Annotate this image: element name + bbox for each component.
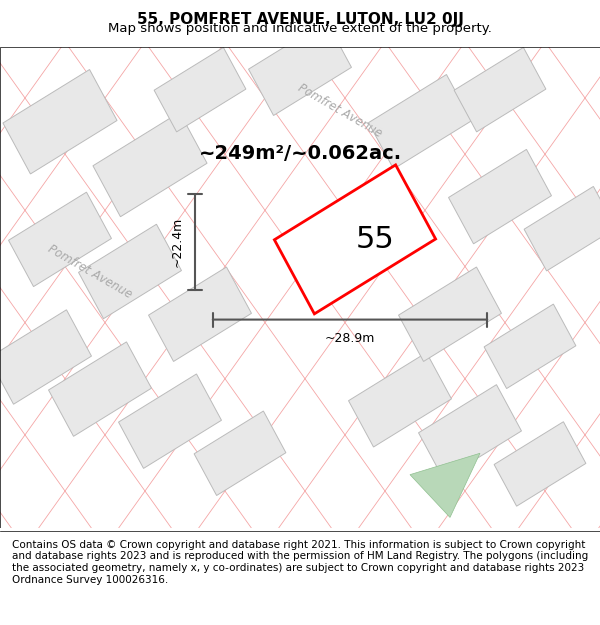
Polygon shape (119, 374, 221, 468)
Polygon shape (8, 192, 112, 287)
Polygon shape (274, 165, 436, 314)
Polygon shape (194, 411, 286, 496)
Text: ~22.4m: ~22.4m (170, 217, 184, 267)
Polygon shape (454, 48, 546, 132)
Text: 55, POMFRET AVENUE, LUTON, LU2 0JJ: 55, POMFRET AVENUE, LUTON, LU2 0JJ (137, 12, 463, 27)
Polygon shape (419, 384, 521, 479)
Text: Pomfret Avenue: Pomfret Avenue (296, 82, 385, 141)
Polygon shape (79, 224, 181, 319)
Polygon shape (449, 149, 551, 244)
Text: ~249m²/~0.062ac.: ~249m²/~0.062ac. (199, 144, 401, 163)
Polygon shape (368, 74, 472, 169)
Polygon shape (524, 186, 600, 271)
Polygon shape (154, 48, 246, 132)
Polygon shape (349, 352, 451, 447)
Polygon shape (398, 267, 502, 361)
Text: Pomfret Avenue: Pomfret Avenue (46, 242, 134, 301)
Text: 55: 55 (356, 225, 394, 254)
Polygon shape (484, 304, 576, 389)
Polygon shape (149, 267, 251, 361)
Text: Contains OS data © Crown copyright and database right 2021. This information is : Contains OS data © Crown copyright and d… (12, 540, 588, 584)
Polygon shape (49, 342, 151, 436)
Polygon shape (410, 453, 480, 518)
Text: ~28.9m: ~28.9m (325, 332, 375, 346)
Polygon shape (3, 69, 117, 174)
Text: Map shows position and indicative extent of the property.: Map shows position and indicative extent… (108, 22, 492, 35)
Polygon shape (494, 422, 586, 506)
Polygon shape (0, 310, 91, 404)
Polygon shape (248, 21, 352, 116)
Polygon shape (93, 112, 207, 217)
